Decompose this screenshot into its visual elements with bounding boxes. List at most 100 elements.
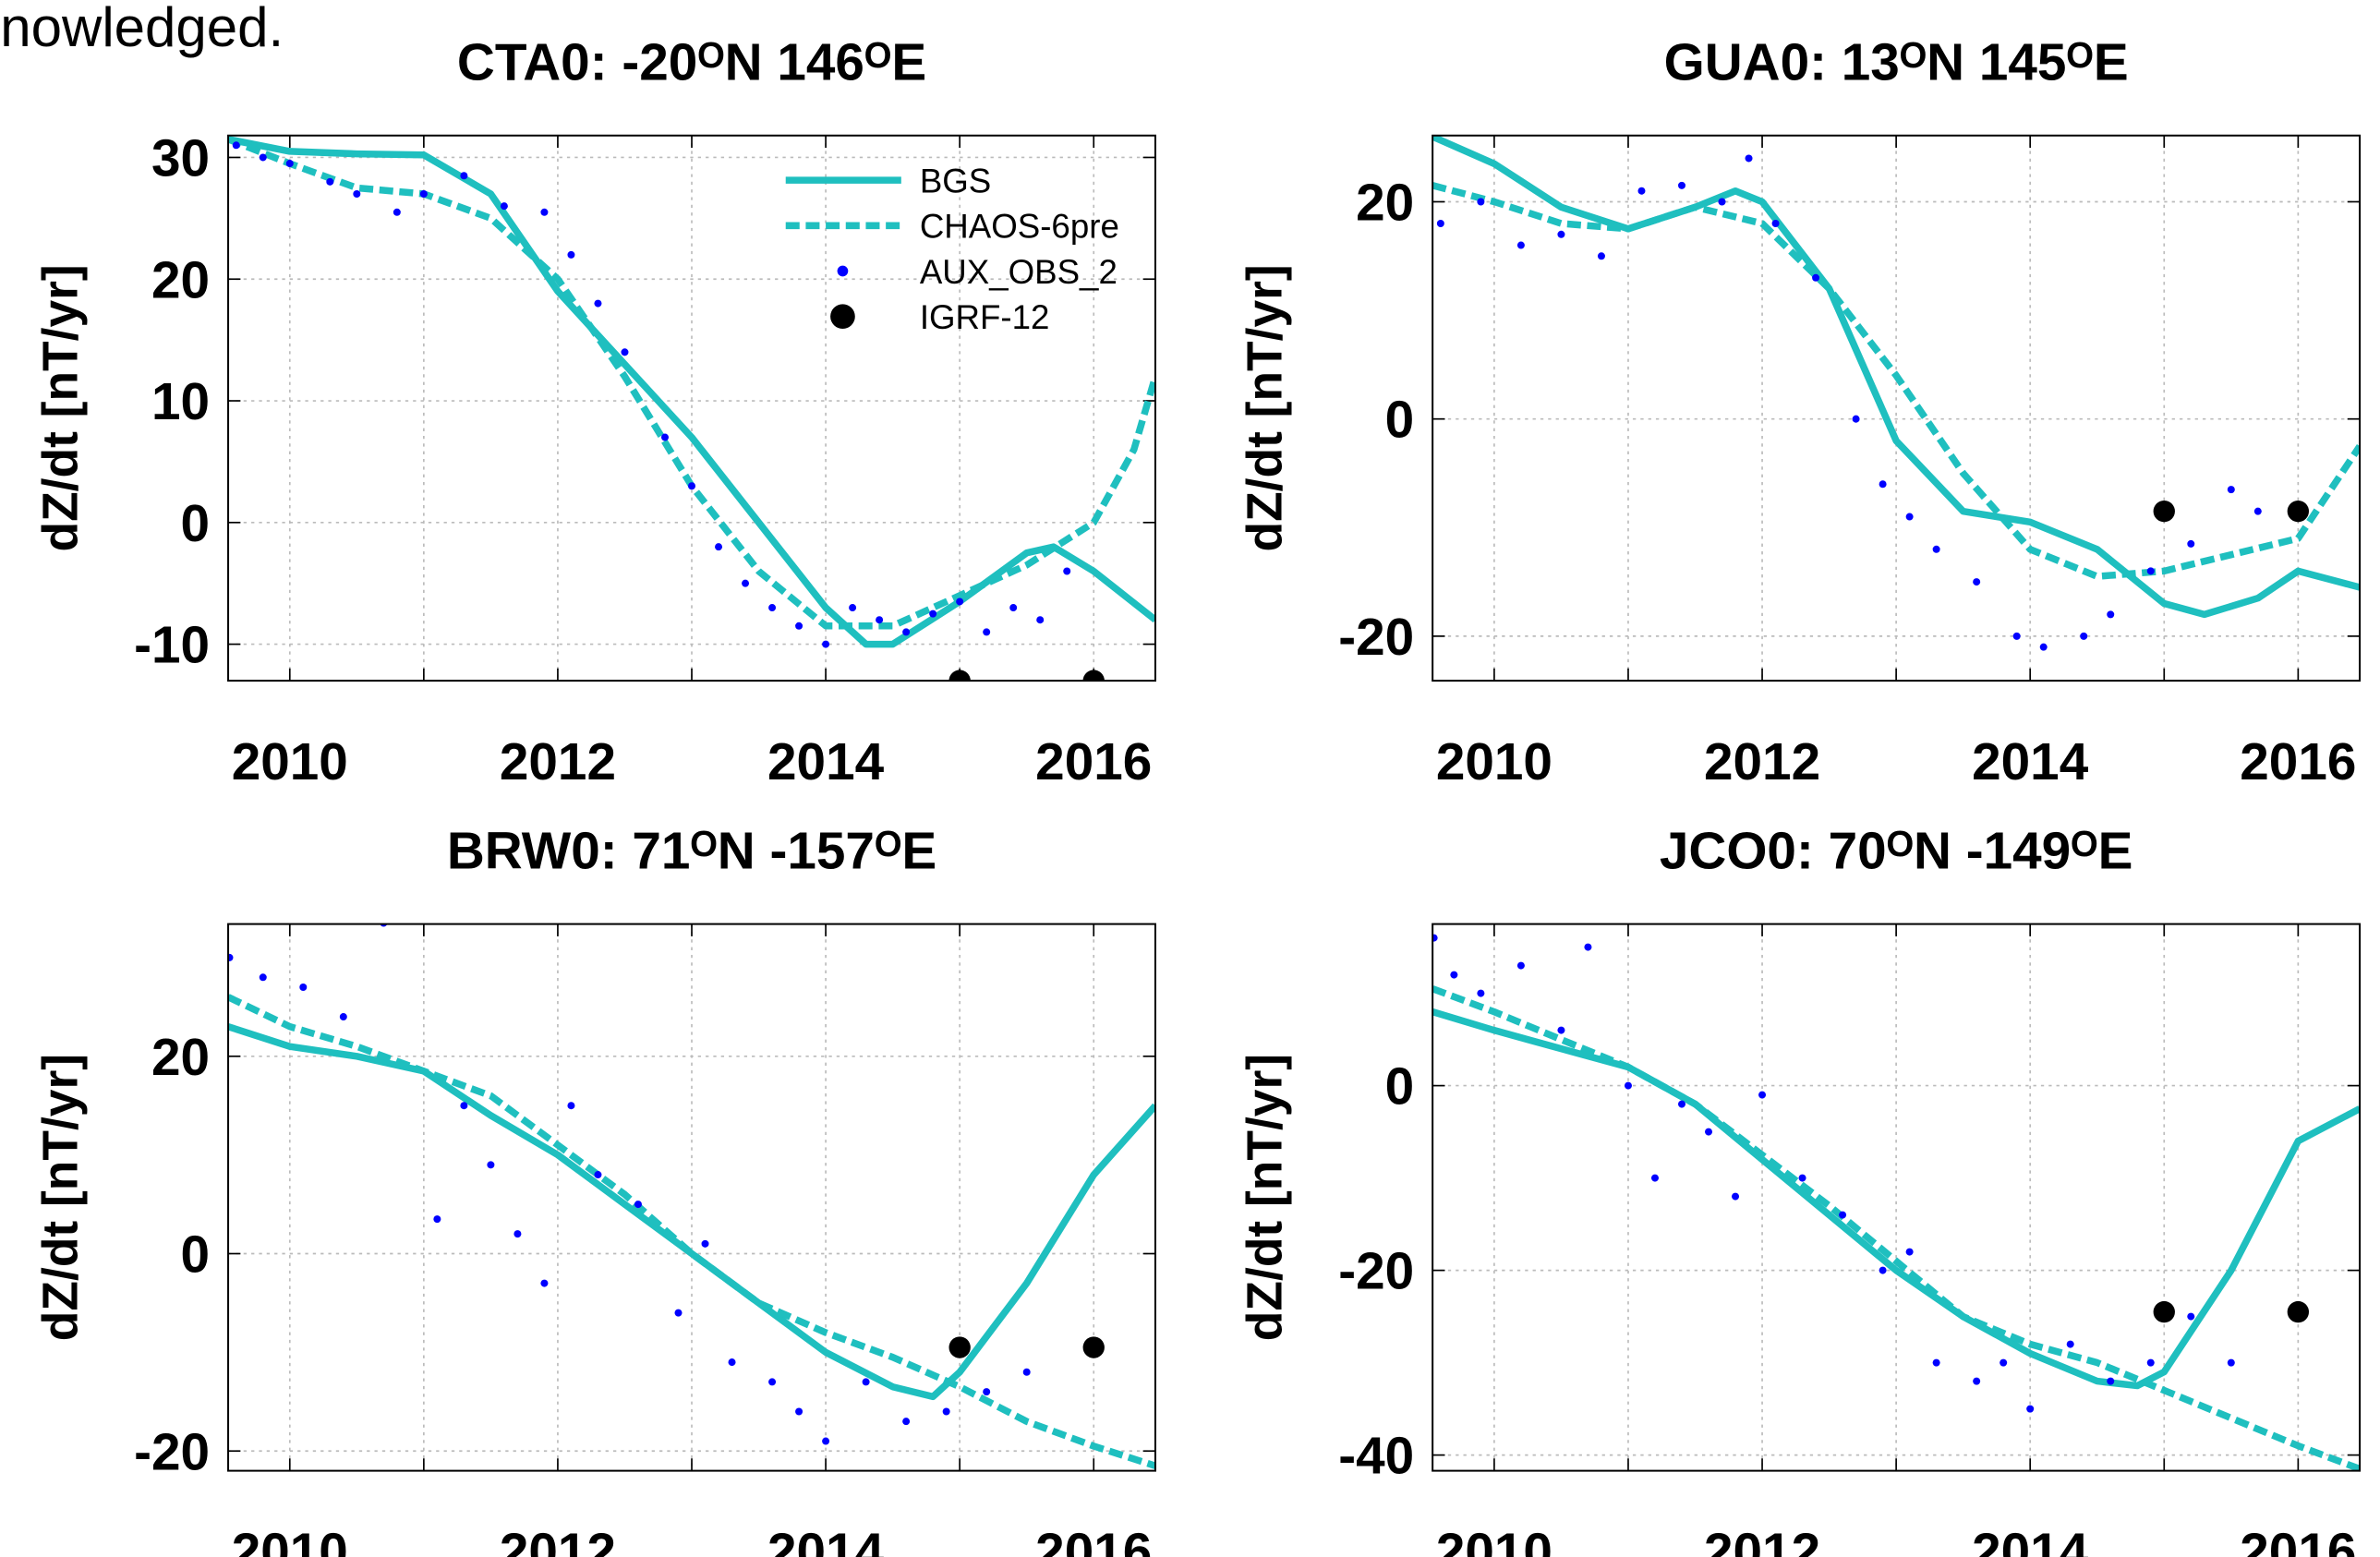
y-tick-label: 0 bbox=[181, 495, 211, 553]
data-dot bbox=[1624, 1081, 1632, 1090]
x-tick-label: 2016 bbox=[2240, 733, 2356, 791]
data-dot bbox=[1063, 567, 1071, 575]
data-dot bbox=[2146, 567, 2155, 575]
data-dot bbox=[2253, 507, 2262, 515]
panel: BRW0: 71ᴼN -157ᴼE dZ/dt [nT/yr] 2010 2012 20… bbox=[34, 823, 1156, 1557]
data-dot bbox=[228, 953, 234, 961]
legend-label: AUX_OBS_2 bbox=[920, 253, 1118, 291]
y-tick-label: 20 bbox=[151, 251, 210, 309]
data-dot bbox=[2026, 1405, 2035, 1413]
data-dot bbox=[380, 923, 388, 927]
plot-frame bbox=[227, 923, 1156, 1472]
data-dot bbox=[2146, 1358, 2155, 1367]
data-dot bbox=[1879, 480, 1887, 489]
x-tick-label: 2014 bbox=[1972, 733, 2089, 791]
marker bbox=[2287, 1300, 2310, 1323]
data-dot bbox=[259, 153, 267, 162]
data-dot bbox=[942, 1407, 950, 1416]
data-dot bbox=[1009, 604, 1018, 612]
y-tick-label: -40 bbox=[1338, 1428, 1414, 1486]
data-dot bbox=[540, 1279, 549, 1287]
legend-swatch bbox=[830, 304, 855, 330]
chart-title: GUA0: 13ᴼN 145ᴼE bbox=[1664, 34, 2129, 92]
data-dot bbox=[660, 433, 670, 441]
plot-frame bbox=[1432, 134, 2362, 682]
y-axis-label: dZ/dt [nT/yr] bbox=[34, 1054, 89, 1341]
data-dot bbox=[1839, 1211, 1847, 1219]
legend-label: IGRF-12 bbox=[920, 298, 1050, 336]
data-dot bbox=[1022, 1368, 1031, 1376]
plot-frame bbox=[1432, 923, 2362, 1472]
data-dot bbox=[1905, 513, 1914, 521]
data-dot bbox=[795, 622, 803, 630]
data-dot bbox=[540, 208, 549, 216]
x-tick-label: 2012 bbox=[500, 1523, 616, 1557]
data-dot bbox=[285, 160, 294, 168]
x-tick-label: 2016 bbox=[1035, 733, 1152, 791]
data-dot bbox=[232, 141, 240, 150]
data-dot bbox=[1432, 934, 1438, 942]
x-tick-label: 2014 bbox=[1972, 1523, 2089, 1557]
data-dot bbox=[1999, 1358, 2008, 1367]
data-dot bbox=[460, 1102, 468, 1110]
data-dot bbox=[2227, 1358, 2235, 1367]
data-dot bbox=[1718, 198, 1726, 206]
x-tick-label: 2010 bbox=[1436, 733, 1552, 791]
data-dot bbox=[1879, 1266, 1887, 1274]
series-line bbox=[228, 994, 1155, 1469]
data-dot bbox=[728, 1358, 736, 1367]
data-dot bbox=[567, 250, 575, 259]
plot-frame bbox=[227, 134, 1156, 682]
data-dot bbox=[983, 628, 991, 636]
marker bbox=[948, 670, 971, 682]
data-dot bbox=[688, 482, 696, 490]
data-dot bbox=[902, 1418, 911, 1426]
data-dot bbox=[460, 172, 468, 180]
y-tick-label: -20 bbox=[1338, 1243, 1414, 1301]
chart-title: CTA0: -20ᴼN 146ᴼE bbox=[457, 34, 926, 92]
data-dot bbox=[1597, 252, 1605, 260]
data-dot bbox=[1758, 1091, 1767, 1099]
data-dot bbox=[2227, 486, 2235, 494]
data-dot bbox=[822, 640, 830, 648]
x-tick-label: 2014 bbox=[767, 733, 885, 791]
data-dot bbox=[701, 1239, 709, 1248]
data-dot bbox=[1905, 1248, 1914, 1256]
x-tick-label: 2014 bbox=[767, 1523, 885, 1557]
panel: JCO0: 70ᴼN -149ᴼE dZ/dt [nT/yr] 2010 2012 20… bbox=[1238, 823, 2362, 1557]
legend-label: CHAOS-6pre bbox=[920, 208, 1119, 246]
marker bbox=[2153, 500, 2175, 523]
data-dot bbox=[1852, 415, 1860, 423]
data-dot bbox=[1677, 181, 1686, 189]
data-dot bbox=[1036, 616, 1045, 624]
plot-content bbox=[1432, 934, 2361, 1471]
x-tick-label: 2012 bbox=[1704, 1523, 1820, 1557]
x-tick-label: 2010 bbox=[232, 1523, 348, 1557]
data-dot bbox=[594, 1171, 602, 1179]
data-dot bbox=[1450, 971, 1458, 979]
data-dot bbox=[259, 973, 267, 982]
data-dot bbox=[621, 348, 629, 356]
data-dot bbox=[1705, 1128, 1713, 1136]
series-line bbox=[1432, 985, 2361, 1471]
y-tick-label: 20 bbox=[151, 1029, 210, 1087]
data-dot bbox=[1973, 1377, 1981, 1385]
data-dot bbox=[1745, 154, 1753, 163]
data-dot bbox=[1557, 230, 1565, 238]
data-dot bbox=[795, 1407, 803, 1416]
data-dot bbox=[1516, 961, 1525, 970]
y-tick-label: 0 bbox=[181, 1226, 211, 1285]
data-dot bbox=[1771, 220, 1780, 228]
data-dot bbox=[1637, 187, 1646, 195]
data-dot bbox=[353, 190, 361, 199]
series-line bbox=[1432, 1008, 2361, 1390]
data-dot bbox=[2066, 1340, 2074, 1348]
data-dot bbox=[513, 1230, 522, 1238]
x-tick-label: 2016 bbox=[1035, 1523, 1152, 1557]
data-dot bbox=[1477, 989, 1485, 997]
y-tick-label: -10 bbox=[134, 617, 210, 675]
data-dot bbox=[1436, 220, 1444, 228]
y-tick-label: 0 bbox=[1385, 392, 1415, 450]
data-dot bbox=[1677, 1100, 1686, 1108]
